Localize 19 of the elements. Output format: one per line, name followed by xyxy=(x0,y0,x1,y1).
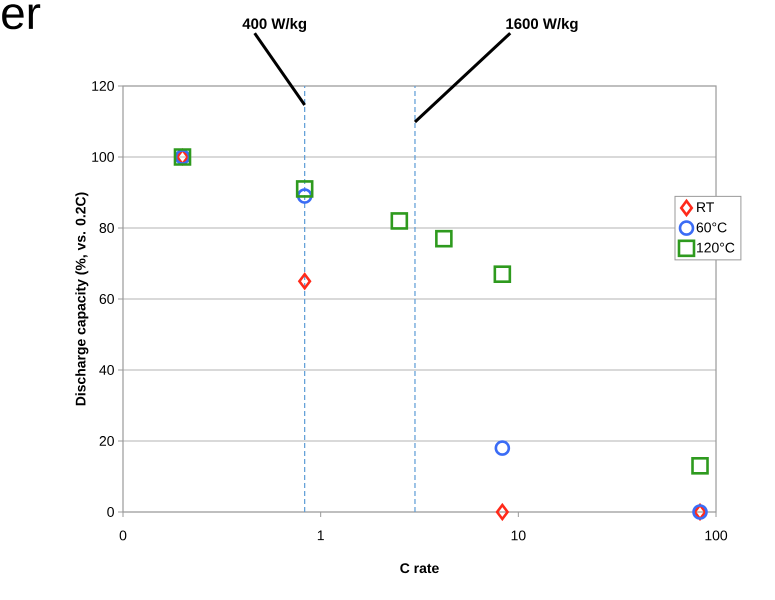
y-tick-label: 0 xyxy=(107,507,114,517)
x-tick-label: 10 xyxy=(512,530,526,540)
ref-line-label: 400 W/kg xyxy=(242,18,306,32)
legend-label: RT xyxy=(697,202,714,212)
text: er xyxy=(2,4,40,30)
y-tick-label: 20 xyxy=(100,436,114,446)
y-axis-title: Discharge capacity (%, vs. 0.2C) xyxy=(75,192,88,406)
legend-label: 120°C xyxy=(697,242,734,253)
y-tick-label: 100 xyxy=(92,152,114,162)
y-tick-label: 120 xyxy=(92,81,114,91)
y-tick-label: 40 xyxy=(99,365,114,375)
y-tick-label: 80 xyxy=(100,223,114,233)
y-tick-label: 60 xyxy=(100,294,114,304)
x-tick-label: 1 xyxy=(318,530,324,540)
x-tick-label: 100 xyxy=(705,530,728,540)
x-tick-label: 0 xyxy=(120,530,126,540)
ref-line-label: 1600 W/kg xyxy=(506,18,578,32)
x-axis-title: C rate xyxy=(400,563,439,574)
legend-label: 60°C xyxy=(696,222,727,232)
